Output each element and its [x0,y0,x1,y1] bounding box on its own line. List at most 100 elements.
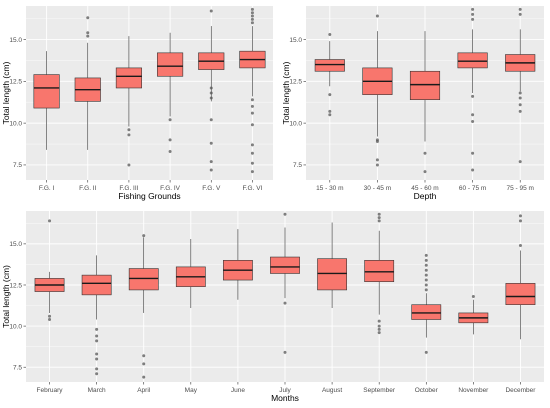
x-tick-label: November [458,387,489,394]
outlier-point [375,140,379,144]
outlier-point [209,9,213,13]
box-iqr [457,52,488,69]
outlier-point [518,214,522,218]
chart-depth: 7.5 10.0 12.5 15.0 15 - 30 m 30 - 45 m 45 - 60… [281,6,544,201]
y-tick-label: 15.0 [289,37,302,44]
y-tick-label: 15.0 [9,37,22,44]
chart-fishing-grounds: 7.5 10.0 12.5 15.0 F.G. I F.G. II F.G. III F.G.… [1,6,273,201]
outlier-point [95,367,99,371]
outlier-point [328,113,332,117]
x-axis-title: Fishing Grounds [118,191,180,201]
outlier-point [95,357,99,361]
outlier-point [328,93,332,97]
x-tick-label: 30 - 45 m [364,185,391,192]
outlier-point [168,150,172,154]
outlier-point [250,7,254,11]
outlier-point [424,258,428,262]
box-february [34,219,65,322]
chart-months: 7.5 10.0 12.5 15.0 February March April May June… [1,211,544,403]
outlier-point [250,17,254,21]
x-tick-label: F.G. V [202,185,221,192]
box-iqr [157,52,184,77]
box-f-g-vi [239,7,266,174]
box-f-g-ii [74,16,101,150]
x-tick-label: September [363,387,396,394]
y-tick-label: 12.5 [9,79,22,86]
box-iqr [81,274,112,296]
outlier-point [424,278,428,282]
outlier-point [424,273,428,277]
outlier-point [375,163,379,167]
outlier-point [518,103,522,107]
outlier-point [471,113,475,117]
outlier-point [168,118,172,122]
x-tick-label: February [37,387,64,394]
box-december [505,214,536,340]
outlier-point [518,160,522,164]
outlier-point [283,212,287,216]
outlier-point [95,327,99,331]
outlier-point [424,283,428,287]
outlier-point [95,339,99,343]
outlier-point [377,216,381,220]
outlier-point [142,375,146,379]
outlier-point [471,17,475,21]
x-tick-label: March [88,387,106,394]
outlier-point [250,161,254,165]
box-june [223,229,253,300]
x-tick-label: F.G. III [119,185,138,192]
y-tick-label: 10.0 [9,323,22,330]
outlier-point [250,14,254,18]
outlier-point [423,170,427,174]
outlier-point [424,288,428,292]
outlier-point [86,34,90,38]
box-april [128,234,159,379]
box-iqr [411,304,442,320]
x-axis-title: Months [271,393,299,403]
outlier-point [48,314,52,318]
box-f-g-v [198,9,225,172]
outlier-point [142,354,146,358]
y-tick-label: 7.5 [13,162,22,169]
box-october [411,253,442,354]
box-july [270,212,300,354]
outlier-point [518,244,522,248]
outlier-point [471,7,475,11]
outlier-point [471,94,475,98]
x-tick-label: F.G. II [79,185,97,192]
outlier-point [250,104,254,108]
outlier-point [328,109,332,113]
y-tick-label: 7.5 [293,162,302,169]
outlier-point [424,263,428,267]
outlier-point [375,158,379,162]
outlier-point [209,91,213,95]
y-axis-title: Total length (cm) [281,61,291,124]
outlier-point [518,12,522,16]
outlier-point [142,362,146,366]
plot-panel [26,6,273,180]
y-tick-label: 7.5 [13,365,22,372]
x-tick-label: July [279,387,291,394]
outlier-point [423,151,427,155]
outlier-point [250,143,254,147]
box-iqr [115,67,142,89]
box-iqr [270,256,300,274]
box-30-45-m [362,14,393,167]
outlier-point [127,163,131,167]
x-tick-label: 45 - 60 m [411,185,438,192]
outlier-point [518,7,522,11]
outlier-point [283,350,287,354]
x-tick-label: 15 - 30 m [316,185,343,192]
outlier-point [375,14,379,18]
y-tick-label: 12.5 [9,282,22,289]
box-march [81,255,112,376]
outlier-point [95,372,99,376]
box-f-g-iv [157,32,184,154]
outlier-point [209,96,213,100]
outlier-point [518,219,522,223]
outlier-point [250,21,254,25]
y-tick-label: 15.0 [9,241,22,248]
y-axis-title: Total length (cm) [1,61,11,124]
outlier-point [95,352,99,356]
outlier-point [471,119,475,123]
